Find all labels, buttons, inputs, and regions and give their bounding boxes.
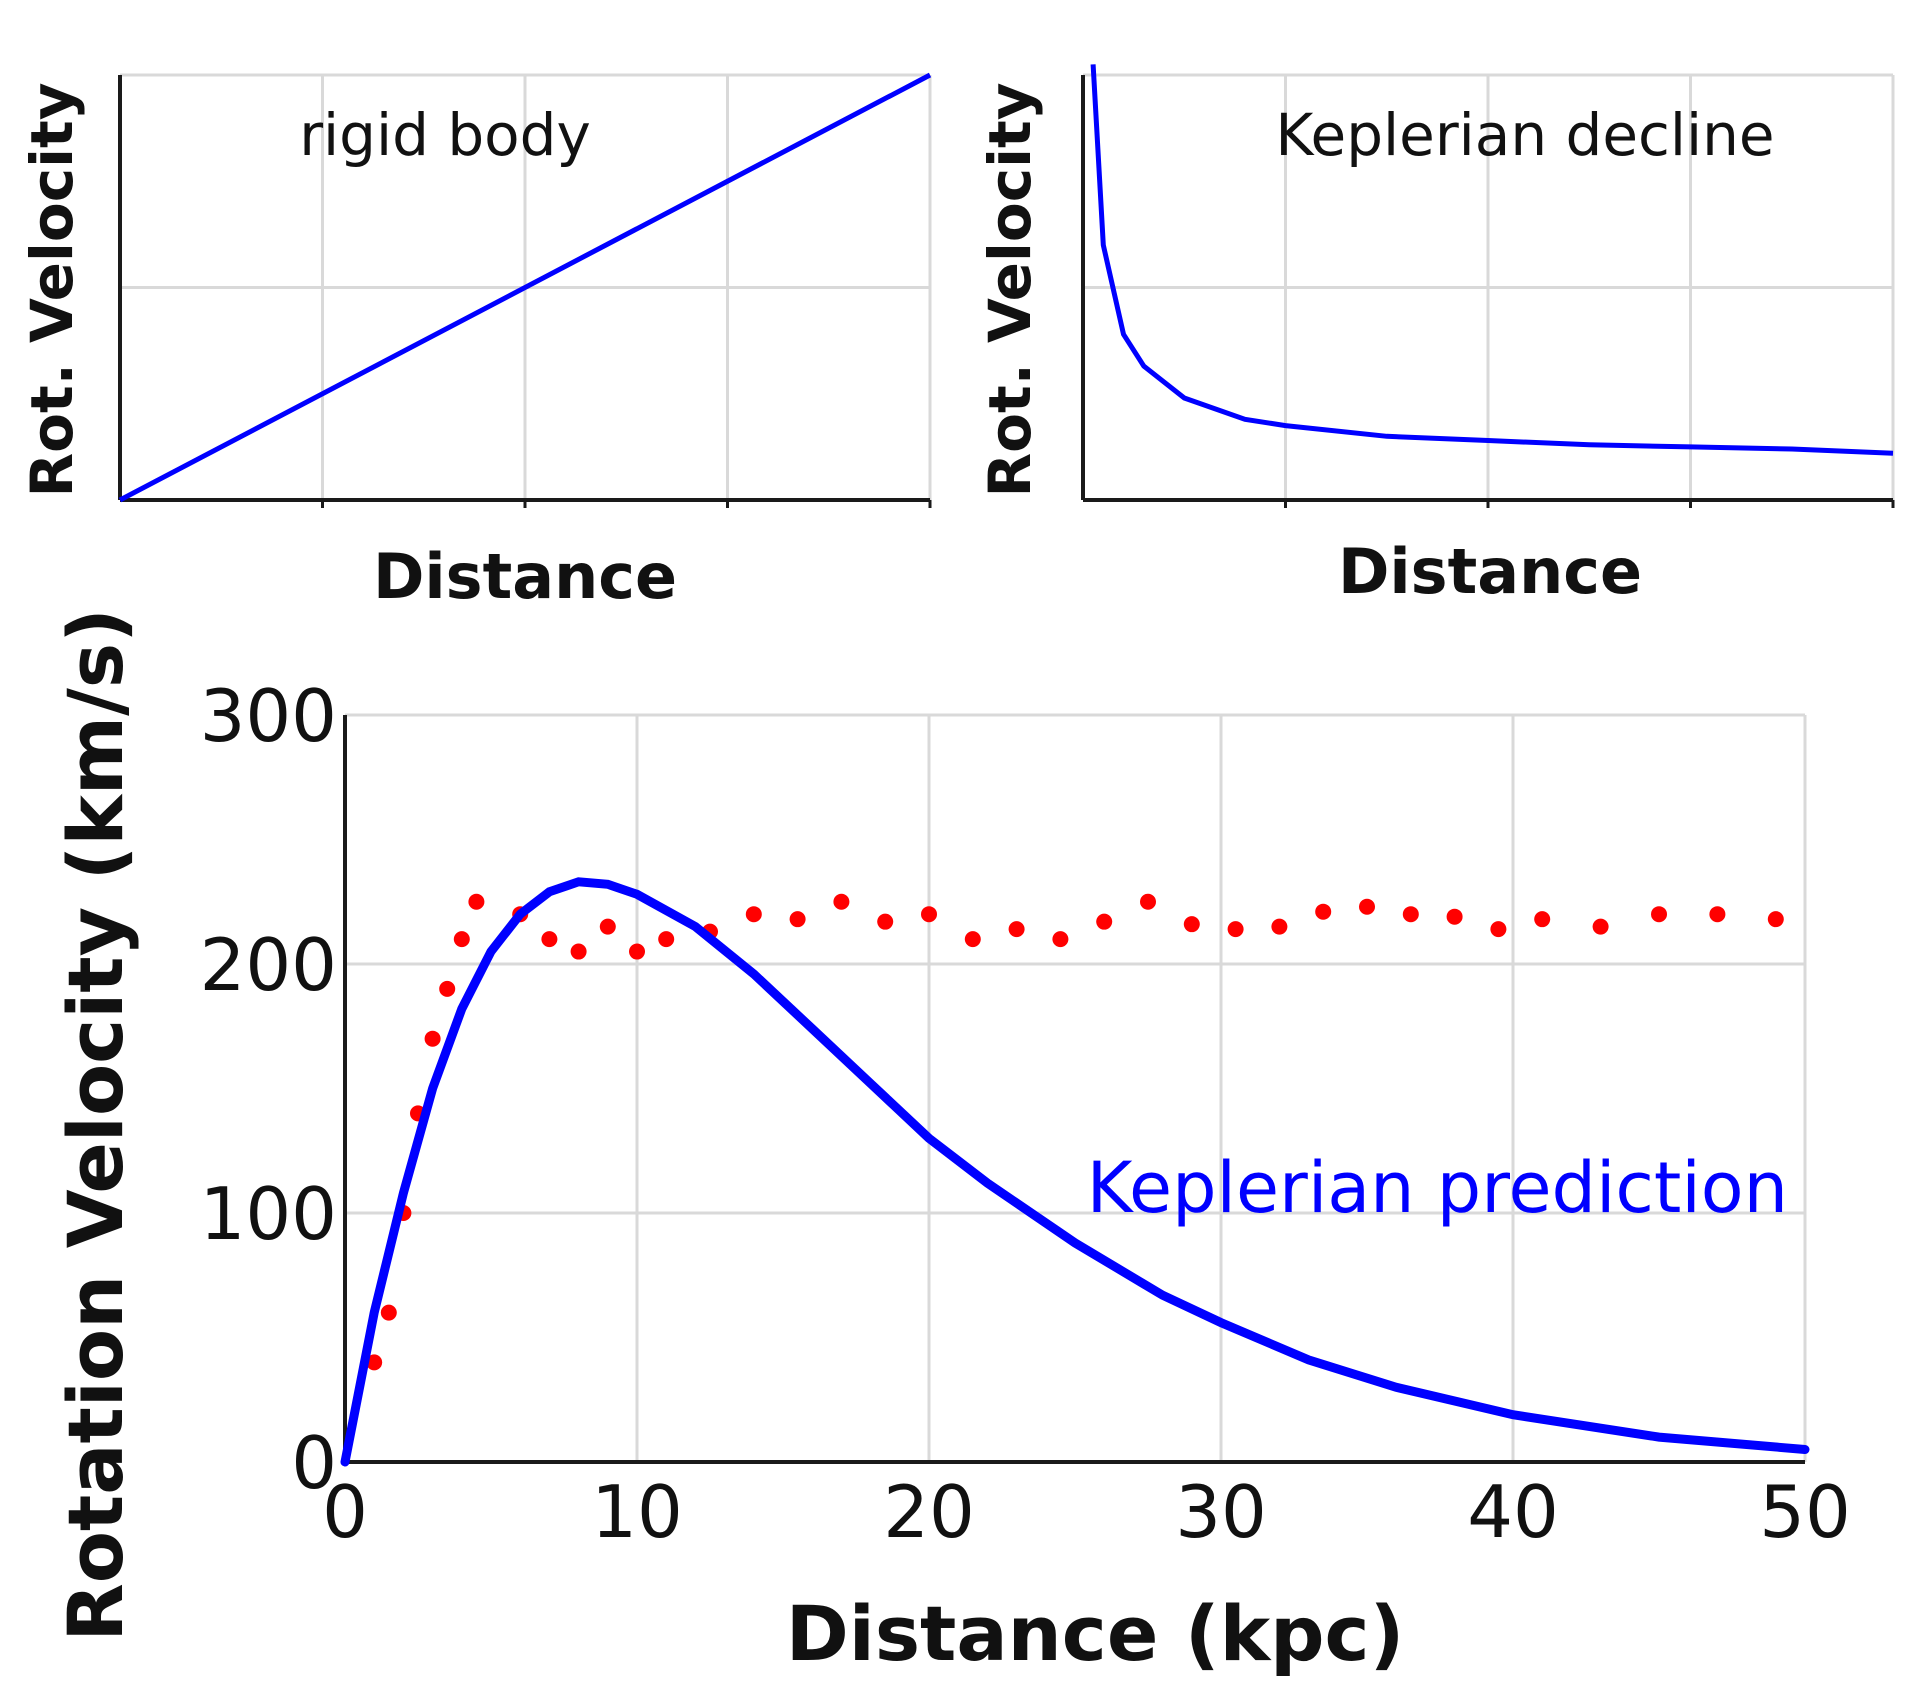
panel-keplerian-decline: Keplerian decline Distance Rot. Velocity: [976, 64, 1893, 608]
data-point-36: [1709, 906, 1725, 922]
data-point-31: [1447, 909, 1463, 925]
data-point-5: [439, 981, 455, 997]
data-point-30: [1403, 906, 1419, 922]
data-point-15: [746, 906, 762, 922]
data-point-11: [600, 919, 616, 935]
data-point-33: [1534, 911, 1550, 927]
panel-rotation-curve-x-ticks: 0 10 20 30 40 50: [322, 1470, 1851, 1554]
panel-keplerian-decline-annotation: Keplerian decline: [1275, 101, 1774, 169]
data-point-17: [833, 894, 849, 910]
data-point-28: [1315, 904, 1331, 920]
y-tick-label-100: 100: [200, 1172, 337, 1256]
panel-rotation-curve-y-label: Rotation Velocity (km/s): [51, 608, 140, 1642]
panel-keplerian-decline-y-label: Rot. Velocity: [976, 82, 1044, 497]
panel-rotation-curve: 0 10 20 30 40 50 0 100 200 300 Keplerian predict…: [51, 608, 1851, 1678]
data-point-1: [381, 1305, 397, 1321]
panel-rigid-body-annotation: rigid body: [299, 101, 591, 169]
data-point-35: [1651, 906, 1667, 922]
x-tick-label-40: 40: [1467, 1470, 1559, 1554]
keplerian-prediction-label: Keplerian prediction: [1087, 1147, 1788, 1229]
data-point-19: [921, 906, 937, 922]
data-point-10: [571, 944, 587, 960]
panel-rotation-curve-x-label: Distance (kpc): [786, 1589, 1405, 1678]
x-tick-label-20: 20: [883, 1470, 975, 1554]
y-tick-label-300: 300: [200, 674, 337, 758]
data-point-22: [1052, 931, 1068, 947]
data-point-29: [1359, 899, 1375, 915]
data-point-7: [468, 894, 484, 910]
data-point-16: [790, 911, 806, 927]
x-tick-label-50: 50: [1759, 1470, 1851, 1554]
data-point-4: [425, 1031, 441, 1047]
panel-rigid-body-x-label: Distance: [373, 540, 677, 613]
y-tick-label-0: 0: [291, 1421, 337, 1505]
panel-rigid-body: rigid body Distance Rot. Velocity: [18, 75, 930, 613]
data-point-21: [1009, 921, 1025, 937]
data-point-18: [877, 914, 893, 930]
x-tick-label-30: 30: [1175, 1470, 1267, 1554]
data-point-37: [1768, 911, 1784, 927]
panel-rotation-curve-y-ticks: 0 100 200 300: [200, 674, 337, 1505]
data-point-34: [1593, 919, 1609, 935]
data-point-23: [1096, 914, 1112, 930]
data-point-27: [1271, 919, 1287, 935]
panel-rigid-body-y-label: Rot. Velocity: [18, 82, 86, 497]
panel-keplerian-decline-x-label: Distance: [1338, 535, 1642, 608]
y-tick-label-200: 200: [200, 923, 337, 1007]
data-point-25: [1184, 916, 1200, 932]
panel-rotation-curve-grid: [345, 715, 1805, 1462]
x-tick-label-10: 10: [591, 1470, 683, 1554]
data-point-13: [658, 931, 674, 947]
data-point-9: [541, 931, 557, 947]
data-point-32: [1490, 921, 1506, 937]
data-point-20: [965, 931, 981, 947]
data-point-24: [1140, 894, 1156, 910]
data-point-6: [454, 931, 470, 947]
data-point-26: [1228, 921, 1244, 937]
data-point-12: [629, 944, 645, 960]
